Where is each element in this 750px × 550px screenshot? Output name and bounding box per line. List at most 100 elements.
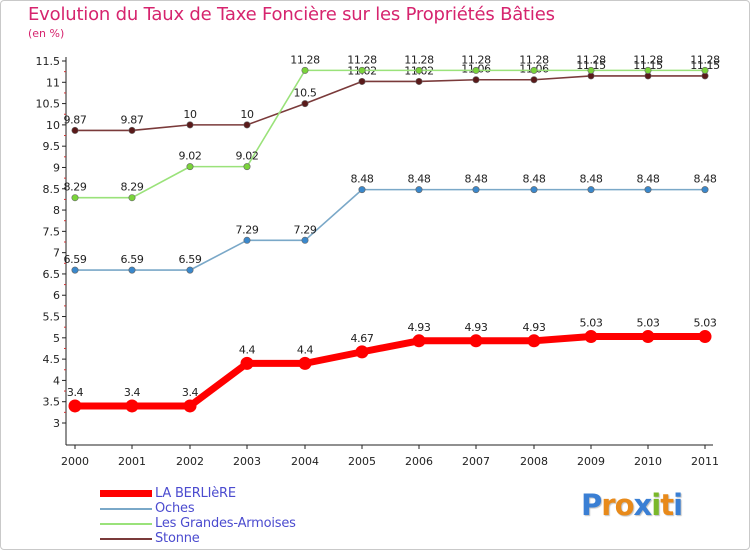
y-tick-label: 9.5	[43, 140, 61, 153]
legend-label: Stonne	[155, 531, 200, 546]
data-point	[186, 163, 194, 171]
y-tick-label: 5	[53, 332, 60, 345]
data-label: 4.4	[239, 343, 256, 356]
data-point	[472, 66, 480, 74]
data-label: 4.4	[297, 343, 314, 356]
data-label: 10	[183, 108, 197, 121]
x-tick-label: 2010	[634, 455, 662, 468]
y-tick-label: 9	[53, 161, 60, 174]
data-point	[530, 66, 538, 74]
proxiti-logo: Proxiti	[581, 488, 683, 522]
data-label: 6.59	[64, 253, 87, 266]
data-label: 3.4	[182, 386, 199, 399]
series-line-2	[75, 69, 705, 199]
data-point	[587, 66, 595, 74]
data-point	[243, 121, 251, 129]
data-point	[584, 330, 598, 344]
legend-label: Les Grandes-Armoises	[155, 516, 296, 531]
data-label: 6.59	[179, 253, 202, 266]
data-label: 7.29	[294, 223, 317, 236]
y-tick-label: 7.5	[43, 225, 61, 238]
data-label: 11.15	[690, 59, 720, 72]
y-tick-label: 11.5	[36, 55, 61, 68]
data-label: 9.87	[64, 113, 87, 126]
y-tick-label: 4	[53, 374, 60, 387]
data-point	[186, 121, 194, 129]
x-tick-label: 2004	[291, 455, 319, 468]
series-line-0	[75, 333, 705, 410]
logo-letter: P	[581, 488, 602, 522]
x-tick-label: 2001	[118, 455, 146, 468]
data-label: 5.03	[637, 317, 660, 330]
data-point	[701, 66, 709, 74]
data-label: 4.93	[523, 321, 546, 334]
legend-item: LA BERLIèRE	[100, 486, 296, 501]
data-point	[71, 194, 79, 202]
data-label: 8.29	[64, 181, 87, 194]
logo-letter: i	[673, 488, 683, 522]
x-tick-label: 2002	[176, 455, 204, 468]
y-tick-label: 11	[46, 76, 60, 89]
data-point	[527, 334, 541, 348]
data-point	[415, 186, 423, 194]
data-point	[358, 186, 366, 194]
legend-item: Oches	[100, 501, 296, 516]
data-label: 9.87	[121, 113, 144, 126]
chart-legend: LA BERLIèRE Oches Les Grandes-Armoises Ston…	[100, 486, 296, 546]
data-point	[243, 236, 251, 244]
y-tick-label: 5.5	[43, 311, 61, 324]
data-label: 8.48	[637, 173, 660, 186]
y-tick-label: 6	[53, 289, 60, 302]
y-tick-label: 6.5	[43, 268, 61, 281]
data-label: 11.28	[404, 53, 434, 66]
y-tick-label: 8	[53, 204, 60, 217]
logo-letter: i	[651, 488, 661, 522]
data-label: 8.48	[408, 173, 431, 186]
data-label: 8.48	[523, 173, 546, 186]
data-label: 11.28	[519, 53, 549, 66]
data-label: 4.93	[465, 321, 488, 334]
logo-letter: t	[660, 488, 674, 522]
series-line-1	[75, 188, 705, 271]
data-label: 11.28	[633, 53, 663, 66]
logo-letter: x	[633, 488, 653, 522]
y-tick-label: 4.5	[43, 353, 61, 366]
data-point	[358, 66, 366, 74]
data-point	[698, 330, 712, 344]
data-label: 4.67	[351, 332, 374, 345]
data-point	[412, 334, 426, 348]
data-label: 9.02	[179, 150, 202, 163]
data-point	[128, 126, 136, 134]
data-point	[469, 334, 483, 348]
x-tick-label: 2006	[405, 455, 433, 468]
data-point	[301, 236, 309, 244]
data-label: 8.48	[351, 173, 374, 186]
data-point	[183, 399, 197, 413]
data-label: 8.29	[121, 181, 144, 194]
x-tick-label: 2003	[233, 455, 261, 468]
x-tick-label: 2005	[348, 455, 376, 468]
data-label: 6.59	[121, 253, 144, 266]
x-tick-label: 2008	[520, 455, 548, 468]
data-point	[125, 399, 139, 413]
data-point	[472, 76, 480, 84]
legend-item: Stonne	[100, 531, 296, 546]
legend-swatch	[100, 537, 152, 540]
data-label: 11.28	[461, 53, 491, 66]
data-label: 10.5	[294, 87, 317, 100]
legend-swatch	[100, 507, 152, 510]
data-point	[243, 163, 251, 171]
data-point	[186, 266, 194, 274]
legend-swatch	[100, 522, 152, 525]
data-label: 11.15	[576, 59, 606, 72]
data-point	[530, 186, 538, 194]
data-label: 11.15	[633, 59, 663, 72]
data-label: 11.28	[690, 53, 720, 66]
data-point	[71, 266, 79, 274]
y-tick-label: 3.5	[43, 396, 61, 409]
y-tick-label: 7	[53, 247, 60, 260]
data-label: 8.48	[465, 173, 488, 186]
data-label: 8.48	[580, 173, 603, 186]
data-label: 4.93	[408, 321, 431, 334]
